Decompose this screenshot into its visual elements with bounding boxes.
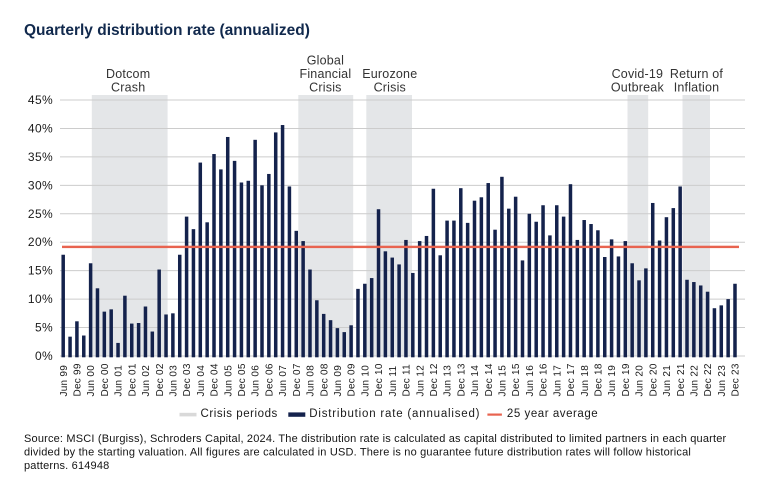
svg-text:Jun 20: Jun 20	[635, 365, 646, 397]
svg-text:Dec 22: Dec 22	[703, 363, 714, 396]
svg-text:Jun 18: Jun 18	[580, 365, 591, 397]
svg-text:Jun 21: Jun 21	[662, 365, 673, 397]
svg-text:0%: 0%	[35, 349, 53, 363]
svg-text:Jun 23: Jun 23	[717, 365, 728, 397]
svg-text:Dec 00: Dec 00	[100, 363, 111, 396]
svg-text:30%: 30%	[28, 178, 53, 192]
svg-text:Crisis: Crisis	[374, 81, 406, 95]
svg-text:Dec 17: Dec 17	[566, 363, 577, 396]
svg-text:Jun 19: Jun 19	[607, 365, 618, 397]
svg-text:Distribution rate (annualised): Distribution rate (annualised)	[309, 408, 480, 420]
svg-text:Jun 01: Jun 01	[114, 365, 125, 397]
svg-text:Jun 03: Jun 03	[168, 365, 179, 397]
svg-text:Dec 19: Dec 19	[621, 363, 632, 396]
svg-text:Eurozone: Eurozone	[362, 67, 417, 81]
svg-text:Dec 11: Dec 11	[402, 364, 413, 397]
svg-text:Dec 08: Dec 08	[319, 363, 330, 396]
svg-text:Jun 02: Jun 02	[141, 365, 152, 397]
svg-text:Inflation: Inflation	[674, 81, 720, 95]
svg-text:Dec 04: Dec 04	[210, 363, 221, 396]
svg-text:Jun 04: Jun 04	[196, 365, 207, 397]
svg-text:Dec 10: Dec 10	[374, 363, 385, 396]
svg-text:Jun 09: Jun 09	[333, 365, 344, 397]
svg-text:Crash: Crash	[111, 81, 145, 95]
svg-text:Quarterly distribution rate (a: Quarterly distribution rate (annualized)	[24, 22, 310, 39]
svg-text:Global: Global	[307, 54, 344, 68]
svg-text:Jun 00: Jun 00	[86, 365, 97, 397]
svg-text:Dec 14: Dec 14	[484, 363, 495, 396]
svg-text:Dotcom: Dotcom	[106, 67, 150, 81]
svg-text:Jun 08: Jun 08	[306, 365, 317, 397]
svg-text:Dec 18: Dec 18	[593, 363, 604, 396]
svg-text:Jun 06: Jun 06	[251, 365, 262, 397]
svg-text:Dec 15: Dec 15	[511, 363, 522, 396]
svg-text:Return of: Return of	[670, 67, 724, 81]
svg-text:Jun 12: Jun 12	[415, 365, 426, 397]
svg-text:15%: 15%	[28, 264, 53, 278]
svg-text:Jun 22: Jun 22	[689, 365, 700, 397]
svg-text:Dec 20: Dec 20	[648, 363, 659, 396]
svg-text:Source: MSCI (Burgiss), Schrod: Source: MSCI (Burgiss), Schroders Capita…	[24, 433, 727, 445]
svg-text:patterns. 614948: patterns. 614948	[24, 460, 109, 472]
svg-text:Dec 21: Dec 21	[676, 363, 687, 396]
svg-text:Jun 14: Jun 14	[470, 365, 481, 397]
svg-text:25 year average: 25 year average	[507, 408, 598, 420]
svg-text:Dec 13: Dec 13	[456, 363, 467, 396]
svg-text:40%: 40%	[28, 121, 53, 135]
svg-text:Jun 11: Jun 11	[388, 366, 399, 397]
svg-text:Dec 01: Dec 01	[127, 363, 138, 396]
svg-text:Jun 05: Jun 05	[223, 365, 234, 397]
svg-text:Jun 15: Jun 15	[498, 365, 509, 397]
svg-text:Dec 02: Dec 02	[155, 363, 166, 396]
svg-text:Crisis: Crisis	[309, 81, 341, 95]
svg-text:Dec 06: Dec 06	[264, 363, 275, 396]
svg-text:20%: 20%	[28, 235, 53, 249]
svg-text:Jun 16: Jun 16	[525, 365, 536, 397]
svg-text:Covid-19: Covid-19	[612, 67, 664, 81]
svg-text:Outbreak: Outbreak	[611, 81, 665, 95]
svg-text:5%: 5%	[35, 321, 53, 335]
svg-text:Dec 12: Dec 12	[429, 363, 440, 396]
svg-text:Financial: Financial	[299, 67, 351, 81]
svg-text:Jun 13: Jun 13	[443, 365, 454, 397]
svg-text:Dec 16: Dec 16	[539, 363, 550, 396]
svg-text:25%: 25%	[28, 207, 53, 221]
svg-text:Jun 10: Jun 10	[360, 365, 371, 397]
svg-text:Dec 03: Dec 03	[182, 363, 193, 396]
svg-text:Dec 09: Dec 09	[347, 363, 358, 396]
svg-text:Jun 17: Jun 17	[552, 365, 563, 397]
svg-text:10%: 10%	[28, 292, 53, 306]
svg-text:35%: 35%	[28, 150, 53, 164]
svg-text:Dec 05: Dec 05	[237, 363, 248, 396]
svg-text:Dec 07: Dec 07	[292, 363, 303, 396]
svg-text:Dec 99: Dec 99	[73, 363, 84, 396]
svg-text:Jun 07: Jun 07	[278, 365, 289, 397]
svg-text:Jun 99: Jun 99	[59, 365, 70, 397]
svg-text:divided by the starting valuat: divided by the starting valuation. All f…	[24, 447, 691, 459]
svg-text:45%: 45%	[28, 93, 53, 107]
svg-text:Dec 23: Dec 23	[731, 363, 742, 396]
svg-text:Crisis periods: Crisis periods	[201, 408, 278, 420]
